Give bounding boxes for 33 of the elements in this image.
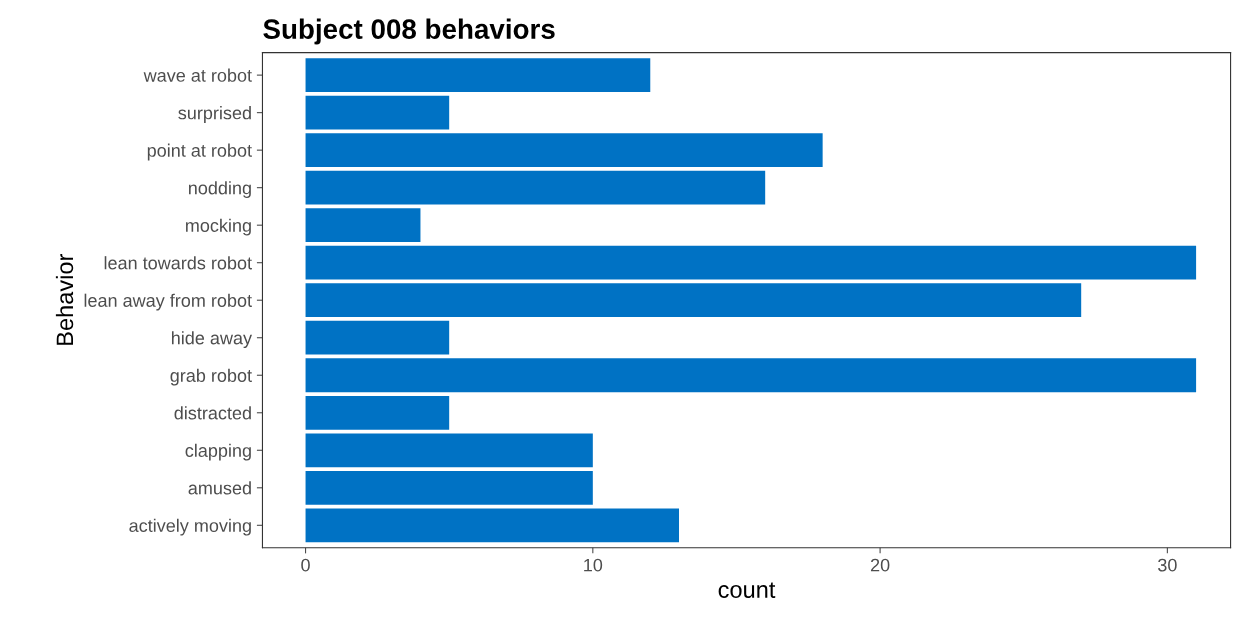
- chart-title: Subject 008 behaviors: [263, 18, 555, 45]
- bar: [305, 58, 651, 93]
- bar: [305, 395, 450, 430]
- bar: [305, 320, 450, 355]
- bar: [305, 170, 766, 205]
- y-tick-label: wave at robot: [143, 68, 252, 82]
- bar: [305, 433, 593, 468]
- x-tick-label: 0: [301, 558, 310, 572]
- y-tick-label: actively moving: [129, 518, 251, 536]
- x-tick-label: 30: [1158, 558, 1177, 572]
- y-axis-title: Behavior: [55, 254, 74, 345]
- y-tick-label: clapping: [185, 443, 251, 461]
- x-tick-label: 20: [870, 558, 890, 572]
- y-tick-label: mocking: [186, 218, 251, 236]
- bar: [305, 245, 1197, 280]
- y-tick-label: point at robot: [147, 143, 252, 161]
- bar: [305, 208, 421, 243]
- bar: [305, 508, 679, 543]
- y-tick-label: amused: [188, 481, 251, 495]
- x-axis-title: count: [718, 582, 776, 598]
- bar: [305, 283, 1082, 318]
- x-tick-label: 10: [584, 558, 603, 572]
- bar: [305, 133, 823, 168]
- bar: [305, 358, 1197, 393]
- y-tick-label: nodding: [188, 181, 251, 198]
- y-tick-label: hide away: [171, 331, 253, 349]
- y-tick-label: lean towards robot: [104, 256, 252, 270]
- y-tick-label: lean away from robot: [84, 293, 252, 311]
- y-tick-label: grab robot: [170, 368, 252, 386]
- bar: [305, 470, 593, 505]
- y-tick-label: distracted: [174, 406, 251, 420]
- bar: [305, 95, 450, 130]
- y-tick-label: surprised: [178, 106, 251, 123]
